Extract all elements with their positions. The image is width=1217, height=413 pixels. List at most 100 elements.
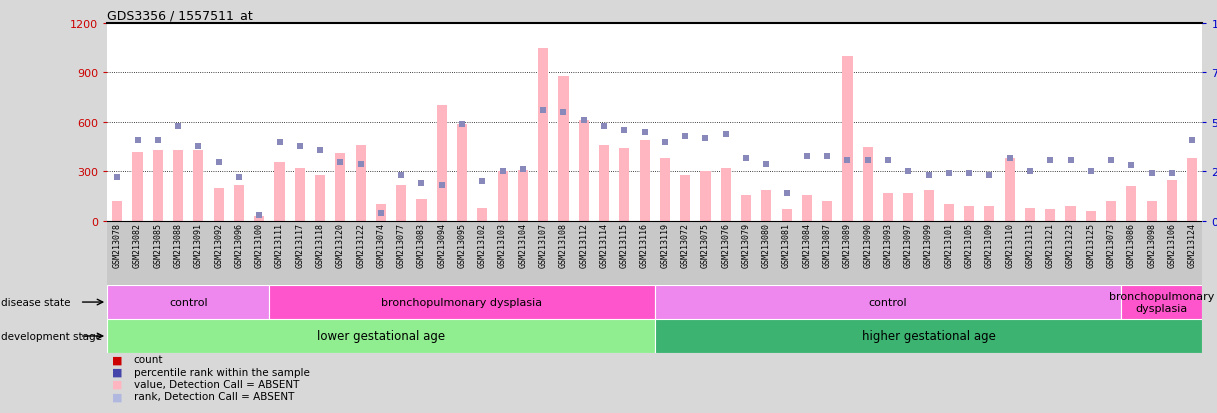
Text: GSM213108: GSM213108 (559, 223, 568, 268)
Point (1000, 155, 1020, 161)
Text: GSM213079: GSM213079 (741, 223, 751, 268)
Bar (882, 193, 893, 221)
Text: ■: ■ (112, 379, 123, 389)
Bar (599, 146, 608, 221)
Text: ■: ■ (112, 354, 123, 364)
Bar (538, 49, 548, 221)
Text: GSM213122: GSM213122 (357, 223, 365, 268)
Bar (619, 149, 629, 221)
Bar (477, 208, 487, 221)
Bar (254, 216, 264, 221)
Text: bronchopulmonary dysplasia: bronchopulmonary dysplasia (381, 297, 543, 307)
Bar (1126, 187, 1137, 221)
Text: GSM213118: GSM213118 (315, 223, 325, 268)
Text: ■: ■ (112, 392, 123, 401)
Text: GSM213103: GSM213103 (498, 223, 507, 268)
Bar (762, 190, 772, 221)
Point (980, 173, 999, 179)
Point (554, 109, 573, 116)
Text: GSM213116: GSM213116 (640, 223, 649, 268)
Bar (173, 151, 183, 221)
Text: GSM213072: GSM213072 (680, 223, 690, 268)
Text: GSM213121: GSM213121 (1045, 223, 1055, 268)
Point (1041, 157, 1060, 164)
Bar (107, 285, 269, 319)
Text: GSM213105: GSM213105 (965, 223, 974, 268)
Bar (112, 202, 122, 221)
Bar (1025, 208, 1034, 221)
Bar (655, 319, 1202, 353)
Text: control: control (869, 297, 908, 307)
Point (128, 137, 147, 144)
Bar (315, 175, 325, 221)
Text: GSM213098: GSM213098 (1148, 223, 1156, 268)
Text: GSM213106: GSM213106 (1167, 223, 1177, 268)
Text: GSM213091: GSM213091 (194, 223, 203, 268)
Bar (802, 195, 812, 221)
Point (574, 117, 594, 124)
Bar (1146, 202, 1156, 221)
Point (411, 180, 431, 187)
Point (1162, 171, 1182, 177)
Point (392, 173, 411, 179)
Bar (437, 106, 447, 221)
Bar (396, 185, 406, 221)
Bar (903, 193, 913, 221)
Point (168, 123, 187, 130)
Point (249, 212, 269, 219)
Text: GSM213093: GSM213093 (884, 223, 892, 268)
Point (837, 157, 857, 164)
Bar (234, 185, 243, 221)
Bar (823, 202, 832, 221)
Bar (269, 285, 655, 319)
Point (472, 178, 492, 185)
Point (229, 175, 248, 181)
Text: GSM213073: GSM213073 (1106, 223, 1116, 268)
Text: GSM213088: GSM213088 (174, 223, 183, 268)
Text: GSM213102: GSM213102 (478, 223, 487, 268)
Bar (1065, 206, 1076, 221)
Text: GSM213097: GSM213097 (904, 223, 913, 268)
Bar (741, 195, 751, 221)
Text: GDS3356 / 1557511_at: GDS3356 / 1557511_at (107, 9, 253, 22)
Text: GSM213087: GSM213087 (823, 223, 831, 268)
Text: GSM213074: GSM213074 (376, 223, 386, 268)
Text: GSM213104: GSM213104 (518, 223, 527, 268)
Point (290, 143, 309, 150)
Bar (295, 169, 304, 221)
Point (148, 137, 168, 144)
Bar (700, 172, 711, 221)
Bar (376, 205, 386, 221)
Point (310, 147, 330, 154)
Bar (943, 205, 954, 221)
Point (858, 157, 877, 164)
Bar (964, 206, 974, 221)
Text: GSM213096: GSM213096 (235, 223, 243, 268)
Text: GSM213117: GSM213117 (296, 223, 304, 268)
Bar (1106, 202, 1116, 221)
Point (350, 161, 370, 167)
Text: GSM213125: GSM213125 (1087, 223, 1095, 268)
Text: GSM213123: GSM213123 (1066, 223, 1075, 268)
Point (1142, 171, 1161, 177)
Text: GSM213083: GSM213083 (417, 223, 426, 268)
Point (493, 169, 512, 175)
Point (270, 139, 290, 146)
Text: higher gestational age: higher gestational age (862, 330, 996, 343)
Bar (133, 152, 142, 221)
Point (189, 143, 208, 150)
Point (371, 210, 391, 217)
Text: bronchopulmonary
dysplasia: bronchopulmonary dysplasia (1109, 292, 1215, 313)
Point (879, 157, 898, 164)
Text: ■: ■ (112, 367, 123, 377)
Bar (559, 76, 568, 221)
Bar (655, 285, 1121, 319)
Bar (578, 121, 589, 221)
Text: GSM213099: GSM213099 (924, 223, 933, 268)
Text: GSM213089: GSM213089 (843, 223, 852, 268)
Bar (680, 175, 690, 221)
Point (533, 107, 553, 114)
Text: GSM213075: GSM213075 (701, 223, 710, 268)
Text: GSM213100: GSM213100 (254, 223, 264, 268)
Bar (660, 159, 669, 221)
